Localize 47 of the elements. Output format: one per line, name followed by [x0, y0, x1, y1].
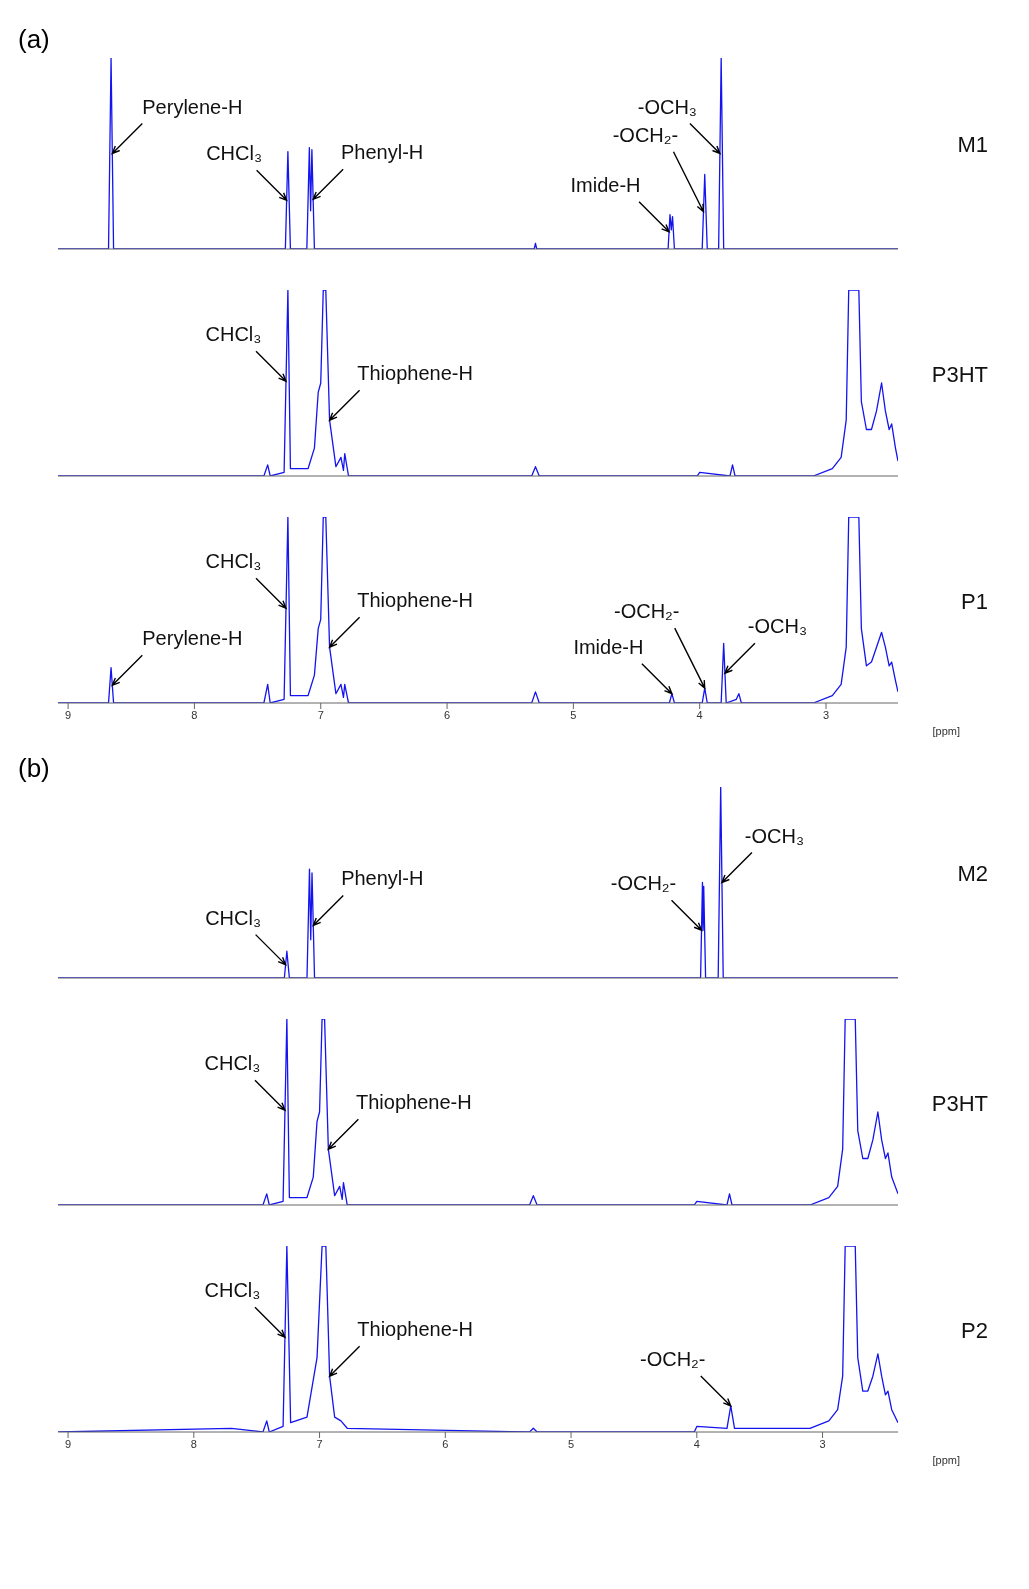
annotation: Perylene-H	[142, 627, 243, 650]
text: P1	[961, 588, 988, 615]
text: M1	[957, 131, 988, 158]
annotation: Phenyl-H	[341, 867, 424, 890]
x-axis-title: [ppm]	[932, 725, 960, 737]
annotation: -OCH₃	[744, 824, 805, 847]
annotation: Imide-H	[573, 635, 644, 658]
annotation: CHCl₃	[205, 906, 262, 929]
text: P3HT	[931, 1090, 988, 1117]
annotation: Thiophene-H	[357, 589, 473, 612]
annotation: -OCH₂-	[612, 123, 679, 146]
annotation: Thiophene-H	[356, 1091, 472, 1114]
x-tick-label: 6	[443, 708, 451, 721]
annotation: Imide-H	[570, 173, 641, 196]
annotation: -OCH₂-	[639, 1347, 706, 1370]
annotation: CHCl₃	[204, 1052, 261, 1075]
chart-title: (a)	[18, 24, 50, 55]
x-tick-label: 8	[191, 708, 198, 721]
text: P2	[961, 1317, 988, 1344]
x-tick-label: 7	[316, 1437, 323, 1450]
annotation: -OCH₂-	[610, 872, 677, 895]
x-tick-label: 7	[317, 708, 324, 721]
annotation: Thiophene-H	[357, 362, 473, 385]
annotation: CHCl₃	[205, 550, 262, 573]
x-tick-label: 3	[819, 1437, 826, 1450]
x-tick-label: 9	[65, 708, 72, 721]
x-tick-label: 5	[567, 1437, 575, 1450]
x-tick-label: 4	[693, 1437, 700, 1450]
annotation: CHCl₃	[204, 1279, 261, 1302]
text: M2	[957, 860, 988, 887]
x-tick-label: 8	[190, 1437, 197, 1450]
x-tick-label: 6	[442, 1437, 449, 1450]
annotation: CHCl₃	[206, 142, 263, 165]
annotation: -OCH₃	[637, 95, 698, 118]
annotation: Phenyl-H	[341, 141, 424, 164]
annotation: -OCH₂-	[613, 600, 680, 623]
x-tick-label: 9	[65, 1437, 72, 1450]
annotation: CHCl₃	[205, 323, 262, 346]
x-tick-label: 5	[570, 708, 577, 721]
x-axis-title: [ppm]	[932, 1454, 960, 1466]
annotation: Perylene-H	[142, 95, 243, 118]
annotation: -OCH₃	[747, 615, 808, 638]
x-tick-label: 3	[822, 708, 830, 721]
x-tick-label: 4	[696, 708, 703, 721]
text: P3HT	[931, 361, 988, 388]
annotation: Thiophene-H	[357, 1318, 473, 1341]
chart-title: (b)	[18, 753, 50, 784]
